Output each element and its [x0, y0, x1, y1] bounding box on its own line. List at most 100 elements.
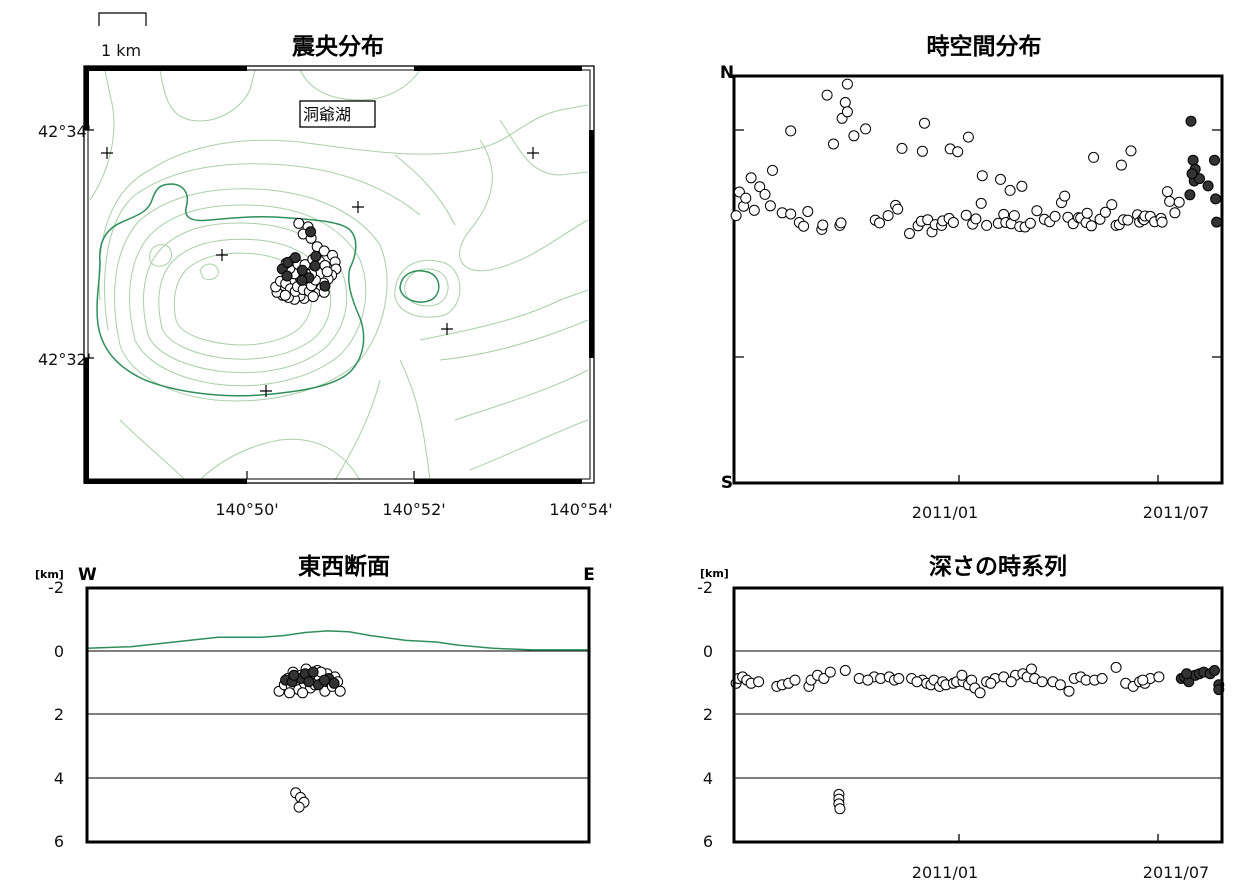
spacetime-points	[730, 78, 1223, 239]
map-points	[270, 217, 342, 305]
event-marker-filled	[303, 676, 315, 688]
map-frame	[83, 65, 595, 484]
event-marker-open	[759, 188, 771, 200]
station-marker-cross	[216, 249, 228, 261]
event-marker-open	[922, 214, 934, 226]
event-marker-open	[1036, 676, 1048, 688]
spacetime-frame	[732, 74, 1224, 485]
event-marker-open	[1026, 663, 1037, 675]
lake-label: 洞爺湖	[303, 105, 351, 124]
event-marker-open	[307, 291, 319, 303]
event-marker-open	[297, 687, 309, 699]
ew-gridlines	[87, 650, 589, 779]
lon-label-50: 140°50'	[215, 500, 278, 519]
event-marker-filled	[1211, 216, 1223, 228]
station-markers	[101, 147, 539, 397]
event-marker-open	[334, 685, 346, 697]
event-marker-filled	[319, 674, 330, 686]
spacetime-ticks	[734, 129, 1222, 483]
event-marker-open	[745, 172, 757, 184]
event-marker-open	[1164, 195, 1176, 207]
spacetime-title: 時空間分布	[927, 33, 1042, 60]
event-marker-open	[1008, 210, 1020, 222]
event-marker-open	[839, 665, 851, 676]
event-marker-open	[785, 208, 797, 220]
ew-section-panel: 東西断面 [km] W E -2 0 2 4 6	[35, 553, 595, 851]
event-marker-filled	[1202, 180, 1214, 192]
event-marker-open	[893, 673, 905, 684]
event-marker-filled	[328, 677, 340, 689]
event-marker-open	[817, 219, 829, 231]
event-marker-open	[1024, 217, 1036, 229]
nakajima-contour	[399, 270, 440, 303]
epicenter-map-panel: 1 km 震央分布	[38, 12, 613, 519]
event-marker-open	[1106, 199, 1118, 211]
depth-ylabel-2: 2	[703, 705, 713, 724]
event-marker-open	[730, 210, 742, 222]
depth-gridlines	[734, 650, 1222, 779]
event-marker-open	[1099, 206, 1111, 218]
event-marker-open	[1059, 190, 1071, 202]
event-marker-open	[947, 217, 959, 228]
station-marker-cross	[101, 147, 113, 159]
event-marker-filled	[310, 250, 322, 262]
ew-frame	[85, 586, 591, 844]
event-marker-filled	[1209, 154, 1220, 166]
event-marker-open	[1085, 220, 1097, 232]
event-marker-open	[1049, 210, 1061, 222]
station-marker-cross	[527, 147, 539, 159]
event-marker-open	[293, 801, 305, 813]
depth-ylabel-0: 0	[703, 642, 713, 661]
event-marker-open	[789, 674, 801, 686]
event-marker-open	[753, 676, 765, 688]
lat-label-32: 42°32'	[38, 350, 91, 369]
event-marker-open	[1088, 151, 1100, 163]
event-marker-open	[764, 200, 776, 212]
event-marker-open	[785, 125, 797, 137]
event-marker-open	[740, 192, 752, 204]
event-marker-open	[767, 164, 778, 176]
event-marker-filled	[1209, 665, 1220, 676]
event-marker-open	[802, 206, 814, 217]
event-marker-open	[995, 173, 1006, 185]
depth-ylabel-6: 6	[703, 832, 713, 851]
event-marker-open	[956, 669, 968, 681]
event-marker-filled	[1184, 189, 1196, 201]
ew-topography-line	[86, 630, 589, 651]
event-marker-open	[1081, 207, 1093, 219]
event-marker-open	[916, 145, 928, 157]
event-marker-open	[962, 131, 974, 143]
event-marker-open	[835, 217, 847, 229]
depth-xlabel-2011-01: 2011/01	[912, 863, 978, 882]
event-marker-open	[874, 217, 885, 229]
event-marker-open	[970, 213, 982, 225]
event-marker-open	[892, 203, 904, 215]
event-marker-open	[279, 289, 291, 301]
event-marker-filled	[1194, 173, 1205, 185]
ew-ylabel-0: 0	[54, 642, 64, 661]
spacetime-xlabel-2011-07: 2011/07	[1143, 503, 1209, 522]
east-label: E	[583, 565, 595, 585]
event-marker-open	[1063, 685, 1075, 697]
depth-timeseries-panel: 深さの時系列 [km] -2 0 2 4 6 2011/01 2011/07	[697, 554, 1225, 882]
event-marker-open	[839, 97, 851, 108]
event-marker-open	[1125, 145, 1137, 157]
event-marker-filled	[281, 270, 293, 282]
station-marker-cross	[441, 323, 453, 335]
event-marker-open	[1005, 676, 1017, 688]
event-marker-open	[974, 687, 986, 699]
event-marker-filled	[1181, 668, 1193, 680]
event-marker-filled	[296, 274, 308, 286]
north-label: N	[720, 63, 734, 83]
ew-points	[273, 663, 346, 813]
event-marker-open	[1110, 661, 1122, 673]
event-marker-open	[1173, 196, 1185, 208]
event-marker-filled	[1210, 193, 1222, 205]
south-label: S	[721, 473, 733, 493]
event-marker-open	[975, 197, 987, 209]
spacetime-panel: 時空間分布 N S 2011/01 2011/07	[720, 33, 1224, 522]
event-marker-open	[284, 687, 295, 699]
ew-ylabel-6: 6	[54, 832, 64, 851]
scale-bar: 1 km	[98, 12, 147, 60]
